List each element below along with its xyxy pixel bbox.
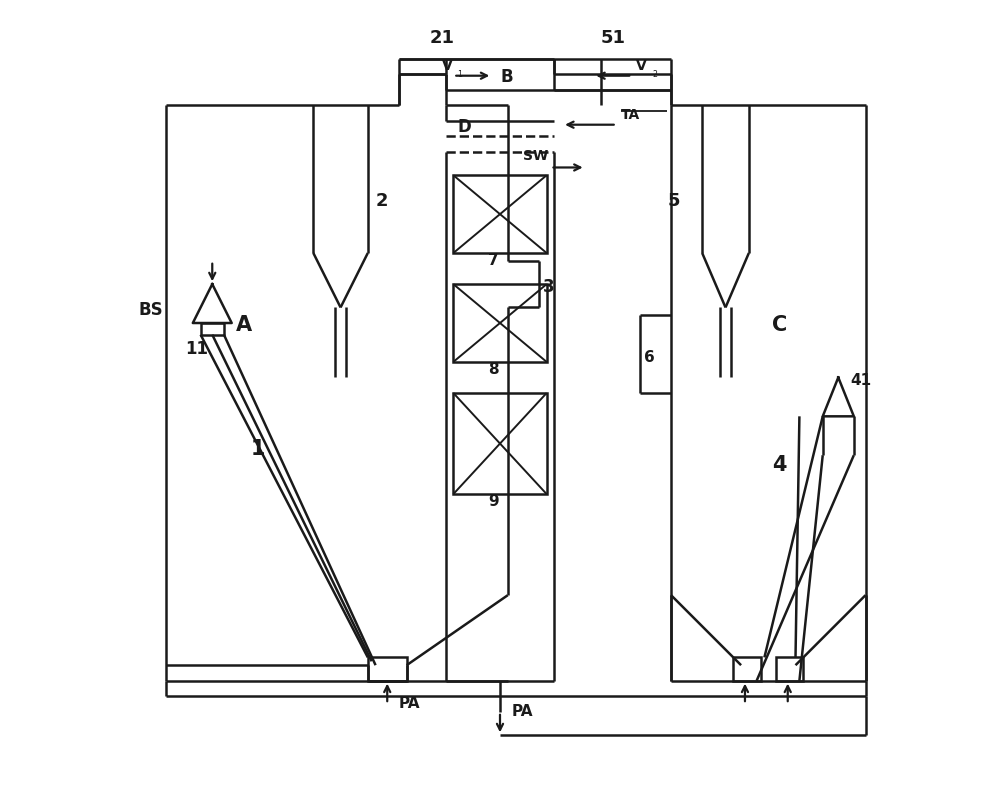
Text: $_2$: $_2$ bbox=[652, 68, 658, 81]
Text: TA: TA bbox=[621, 108, 640, 123]
Text: 8: 8 bbox=[488, 362, 499, 376]
Text: 6: 6 bbox=[644, 350, 655, 365]
Text: 41: 41 bbox=[850, 373, 871, 388]
Bar bbox=[368, 657, 407, 681]
Text: SW: SW bbox=[523, 149, 549, 163]
Text: V: V bbox=[636, 59, 647, 73]
Text: D: D bbox=[457, 119, 471, 137]
Text: 5: 5 bbox=[667, 193, 680, 211]
Bar bbox=[201, 323, 224, 335]
Bar bbox=[453, 393, 547, 494]
Bar bbox=[453, 284, 547, 362]
Text: B: B bbox=[500, 68, 513, 86]
Text: 51: 51 bbox=[601, 29, 626, 47]
Text: 7: 7 bbox=[488, 252, 499, 268]
Text: V: V bbox=[442, 59, 452, 73]
Bar bbox=[776, 657, 803, 681]
Text: A: A bbox=[236, 314, 252, 335]
Text: PA: PA bbox=[399, 696, 420, 711]
Text: 11: 11 bbox=[185, 340, 208, 358]
Text: 2: 2 bbox=[376, 193, 388, 211]
Bar bbox=[453, 175, 547, 253]
Text: BS: BS bbox=[138, 301, 163, 319]
Text: 3: 3 bbox=[543, 278, 554, 296]
Text: 1: 1 bbox=[251, 439, 266, 459]
Text: C: C bbox=[772, 314, 787, 335]
Text: $_1$: $_1$ bbox=[457, 68, 464, 81]
Text: 21: 21 bbox=[430, 29, 455, 47]
Text: 9: 9 bbox=[488, 494, 499, 509]
Bar bbox=[733, 657, 761, 681]
Text: 4: 4 bbox=[772, 455, 787, 475]
Text: PA: PA bbox=[512, 703, 533, 718]
